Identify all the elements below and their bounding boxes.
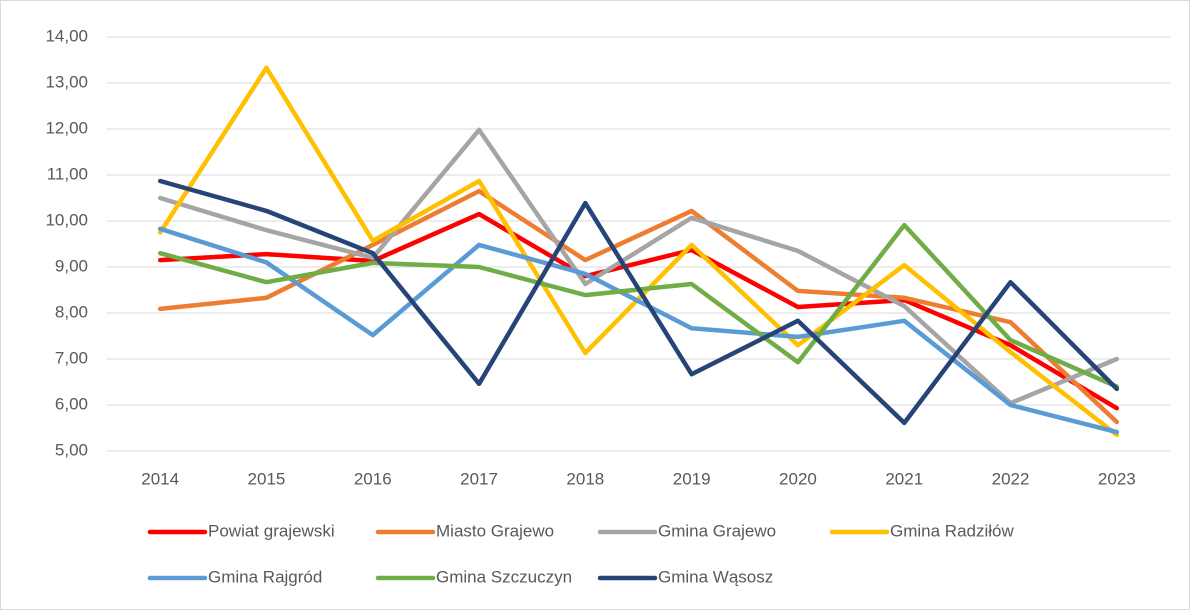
y-tick-label: 13,00 <box>45 72 88 91</box>
lines <box>157 65 1120 438</box>
legend-label: Gmina Grajewo <box>658 521 776 540</box>
y-tick-label: 7,00 <box>55 348 88 367</box>
x-tick-label: 2020 <box>779 469 817 488</box>
x-tick-label: 2023 <box>1098 469 1136 488</box>
y-tick-label: 8,00 <box>55 302 88 321</box>
x-tick-label: 2018 <box>566 469 604 488</box>
legend-label: Miasto Grajewo <box>436 521 554 540</box>
legend-label: Gmina Radziłów <box>890 521 1014 540</box>
series-line <box>157 178 1120 426</box>
x-tick-label: 2014 <box>141 469 179 488</box>
legend-label: Gmina Wąsosz <box>658 567 773 586</box>
y-tick-label: 9,00 <box>55 256 88 275</box>
x-tick-label: 2021 <box>885 469 923 488</box>
y-tick-label: 10,00 <box>45 210 88 229</box>
legend-label: Gmina Szczuczyn <box>436 567 572 586</box>
y-tick-label: 14,00 <box>45 26 88 45</box>
series-line <box>157 226 1120 435</box>
grid <box>107 36 1170 452</box>
legend-label: Powiat grajewski <box>208 521 335 540</box>
x-tick-label: 2019 <box>673 469 711 488</box>
y-tick-label: 5,00 <box>55 440 88 459</box>
x-tick-label: 2015 <box>248 469 286 488</box>
labels: 5,00 6,00 7,00 8,00 9,00 10,00 11,00 12,00 13,00… <box>45 26 1135 488</box>
x-tick-label: 2016 <box>354 469 392 488</box>
x-tick-label: 2022 <box>992 469 1030 488</box>
y-tick-label: 12,00 <box>45 118 88 137</box>
y-tick-label: 11,00 <box>47 164 88 183</box>
series-line <box>157 211 1120 411</box>
x-tick-label: 2017 <box>460 469 498 488</box>
y-tick-label: 6,00 <box>55 394 88 413</box>
legend: Powiat grajewski Miasto Grajewo Gmina Graj… <box>147 521 1014 586</box>
legend-label: Gmina Rajgród <box>208 567 322 586</box>
